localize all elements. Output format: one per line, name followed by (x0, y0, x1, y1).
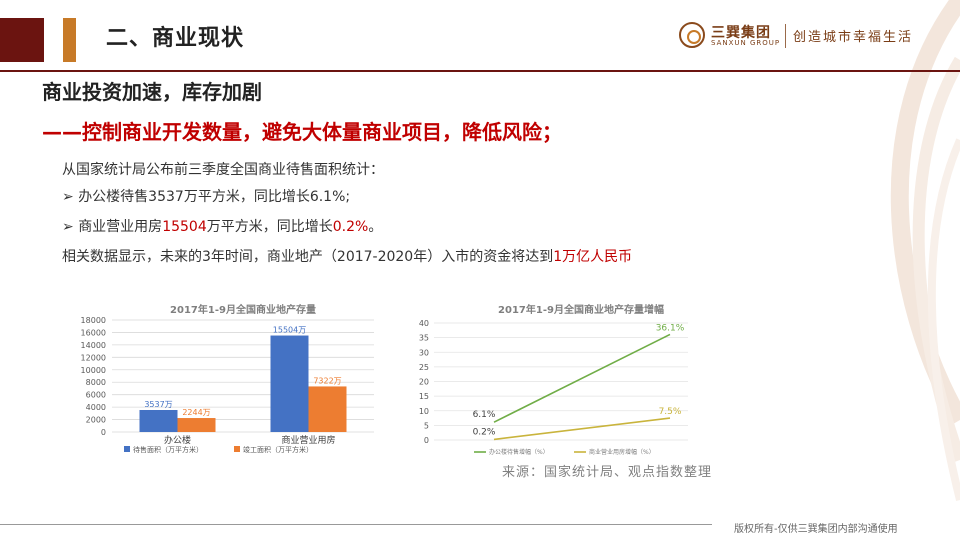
series-line (493, 417, 671, 441)
legend-label: 待售面积（万平方米） (133, 445, 203, 454)
data-label: 7322万 (313, 376, 341, 385)
bullet-office-text: 办公楼待售3537万平方米，同比增长6.1%; (78, 189, 351, 205)
data-label: 2244万 (182, 408, 210, 417)
line-chart-growth: 2017年1-9月全国商业地产存量增幅 0 5 10 15 20 25 30 35 40 6.1% 3… (419, 303, 688, 456)
legend-label: 竣工面积（万平方米） (243, 445, 313, 454)
legend-swatch (234, 446, 240, 452)
closing-text: 相关数据显示，未来的3年时间，商业地产（2017-2020年）入市的资金将达到1… (62, 246, 632, 266)
y-tick-label: 15 (419, 392, 429, 401)
y-tick-label: 8000 (86, 378, 106, 387)
y-tick-label: 16000 (81, 328, 106, 337)
intro-text: 从国家统计局公布前三季度全国商业待售面积统计： (62, 162, 384, 178)
y-tick-label: 25 (419, 363, 429, 372)
y-tick-label: 10 (419, 407, 429, 416)
bullet-arrow-icon: ➢ (62, 219, 79, 235)
y-tick-label: 2000 (86, 416, 106, 425)
y-tick-label: 30 (419, 348, 429, 357)
x-tick-label: 商业营业用房 (281, 434, 335, 446)
logo-name-en: SANXUN GROUP (711, 39, 781, 47)
y-tick-label: 40 (419, 319, 429, 328)
data-label: 6.1% (473, 410, 496, 420)
logo-mark-icon (679, 22, 705, 48)
chart-source: 来源：国家统计局、观点指数整理 (502, 465, 713, 480)
section-subheading: ——控制商业开发数量，避免大体量商业项目，降低风险； (42, 120, 562, 144)
bar (139, 409, 178, 432)
y-tick-label: 18000 (81, 316, 106, 325)
company-logo: 三巽集团 SANXUN GROUP 创造城市幸福生活 (679, 22, 939, 52)
commercial-area-value: 15504 (162, 219, 207, 235)
bar-chart-stock: 2017年1-9月全国商业地产存量 0 2000 4000 6000 8000 10000 1… (81, 303, 374, 454)
page-title: 二、商业现状 (106, 26, 245, 51)
legend-label: 办公楼待售增幅（%） (489, 448, 549, 456)
closing-prefix: 相关数据显示，未来的3年时间，商业地产（2017-2020年）入市的资金将达到 (62, 249, 554, 265)
y-tick-label: 5 (424, 421, 429, 430)
legend-label: 商业营业用房增幅（%） (589, 448, 655, 456)
header-accent-bar (63, 18, 76, 62)
bullet-arrow-icon: ➢ (62, 189, 79, 205)
data-label: 36.1% (656, 323, 685, 333)
bullet-commercial: ➢ 商业营业用房15504万平方米，同比增长0.2%。 (62, 216, 382, 236)
y-tick-label: 35 (419, 334, 429, 343)
closing-highlight: 1万亿人民币 (553, 249, 633, 265)
logo-name-cn: 三巽集团 (711, 25, 771, 41)
header-rule (0, 70, 960, 72)
bullet-commercial-suffix: 。 (368, 219, 383, 235)
y-tick-label: 14000 (81, 341, 106, 350)
data-label: 0.2% (473, 427, 496, 437)
chart-title: 2017年1-9月全国商业地产存量 (170, 303, 316, 316)
bullet-commercial-mid: 万平方米，同比增长 (206, 219, 333, 235)
y-tick-label: 20 (419, 378, 429, 387)
y-tick-label: 12000 (81, 353, 106, 362)
commercial-growth-value: 0.2% (332, 219, 369, 235)
chart-title: 2017年1-9月全国商业地产存量增幅 (498, 303, 664, 316)
logo-divider (785, 24, 786, 48)
section-subtitle: 商业投资加速，库存加剧 (42, 80, 262, 104)
x-tick-label: 办公楼 (164, 434, 191, 446)
bar (270, 335, 309, 432)
header-accent-block (0, 18, 44, 62)
footer-rule (0, 524, 712, 525)
y-tick-label: 0 (424, 436, 429, 445)
logo-slogan: 创造城市幸福生活 (793, 30, 914, 45)
legend-swatch (124, 446, 130, 452)
bar (308, 386, 347, 432)
y-tick-label: 0 (101, 428, 106, 437)
data-label: 15504万 (273, 326, 306, 335)
series-line (493, 333, 671, 423)
y-tick-label: 6000 (86, 391, 106, 400)
footer-copyright: 版权所有-仅供三巽集团内部沟通使用 (734, 524, 898, 535)
y-tick-label: 10000 (81, 366, 106, 375)
data-label: 7.5% (659, 407, 682, 417)
decorative-swirl (890, 0, 960, 501)
data-label: 3537万 (144, 400, 172, 409)
bullet-commercial-prefix: 商业营业用房 (78, 219, 163, 235)
bullet-office: ➢ 办公楼待售3537万平方米，同比增长6.1%; (62, 186, 350, 206)
bar (177, 418, 216, 432)
y-tick-label: 4000 (86, 403, 106, 412)
